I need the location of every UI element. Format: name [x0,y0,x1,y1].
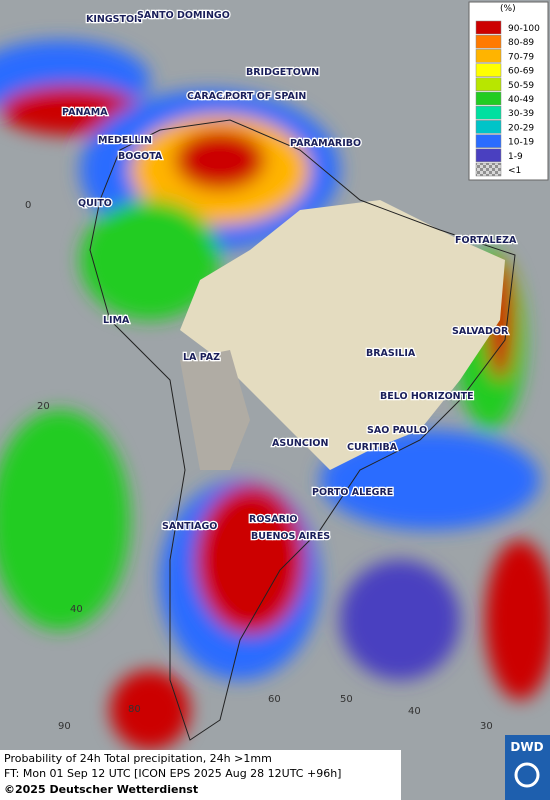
legend-label: <1 [508,166,521,176]
city-label: SANTO DOMINGO [137,10,230,21]
legend-swatch [475,34,502,49]
city-label: PARAMARIBO [290,138,361,149]
legend-swatch [475,105,502,120]
city-label: BRASILIA [366,348,416,359]
city-label: SALVADOR [452,326,509,337]
city-label: SANTIAGO [162,521,217,532]
legend-swatch [475,148,502,163]
city-label: QUITO [78,198,112,209]
legend-label: 1-9 [508,152,523,162]
city-label: LA PAZ [183,352,220,363]
legend-swatch [475,77,502,92]
copyright: ©2025 Deutscher Wetterdienst [4,783,198,796]
legend-swatch [475,162,502,177]
grid-label: 20 [37,401,50,412]
legend-label: 80-89 [508,38,534,48]
city-label: KINGSTON [86,14,142,25]
city-label: ASUNCION [272,438,328,449]
city-label: BOGOTA [118,151,163,162]
legend-label: 50-59 [508,81,534,91]
legend-title: (%) [500,4,516,14]
city-label: BUENOS AIRES [251,531,330,542]
footer-line: Probability of 24h Total precipitation, … [4,752,272,765]
legend-label: 60-69 [508,67,534,77]
legend-swatch [475,134,502,148]
legend-swatch [475,20,502,35]
grid-label: 40 [70,604,83,615]
city-label: PORT OF SPAIN [225,91,306,102]
legend-label: 90-100 [508,24,540,34]
legend-swatch [475,120,502,134]
legend-swatch [475,49,502,63]
city-label: LIMA [103,315,130,326]
grid-label: 90 [58,721,71,732]
grid-label: 40 [408,706,421,717]
grid-label: 50 [340,694,353,705]
legend-label: 40-49 [508,95,534,105]
grid-label: 0 [25,200,31,211]
city-label: BRIDGETOWN [246,67,319,78]
city-label: FORTALEZA [455,235,517,246]
city-label: BELO HORIZONTE [380,391,474,402]
grid-label: 80 [128,704,141,715]
grid-label: 60 [268,694,281,705]
legend-label: 20-29 [508,123,534,133]
footer-box [0,750,401,800]
dry-land [180,200,505,470]
coastline [89,119,516,741]
logo-swirl [514,762,540,788]
footer-line: FT: Mon 01 Sep 12 UTC [ICON EPS 2025 Aug… [4,767,341,780]
logo: DWD [510,740,543,754]
legend-label: 70-79 [508,52,534,62]
legend-swatch [475,63,502,77]
city-label: PANAMA [62,107,108,118]
city-label: MEDELLIN [98,135,152,146]
grid-label: 30 [480,721,493,732]
legend-label: 30-39 [508,109,534,119]
city-label: SAO PAULO [367,425,427,436]
city-label: CURITIBA [347,442,398,453]
city-label: CARACAS [187,91,237,102]
andes-highland [180,350,250,470]
logo-box [505,735,550,800]
city-label: ROSARIO [249,514,298,525]
legend-label: 10-19 [508,138,534,148]
legend-swatch [475,91,502,106]
city-label: PORTO ALEGRE [312,487,393,498]
